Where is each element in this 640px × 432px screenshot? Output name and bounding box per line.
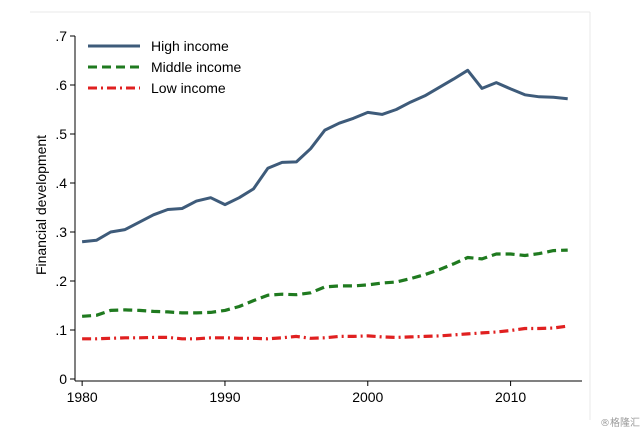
series-line-low-income (82, 324, 568, 341)
legend-label: Low income (151, 80, 226, 96)
y-axis-title: Financial development (33, 135, 49, 275)
x-tick-label: 1990 (209, 389, 240, 405)
y-tick-label: .3 (55, 224, 67, 240)
y-tick-label: .4 (55, 175, 67, 191)
x-tick-label: 2000 (352, 389, 383, 405)
x-tick-label: 1980 (67, 389, 98, 405)
legend-label: High income (151, 38, 229, 54)
series-layer (81, 68, 568, 341)
x-tick-label: 2010 (495, 389, 526, 405)
series-line-middle-income (81, 248, 568, 318)
y-tick-label: .7 (55, 28, 67, 44)
legend: High income Middle income Low income (88, 38, 241, 96)
series-line-high-income (81, 68, 568, 244)
y-tick-label: .2 (55, 273, 67, 289)
watermark: ®格隆汇 (600, 416, 640, 429)
y-tick-label: 0 (59, 371, 67, 387)
y-tick-label: .1 (55, 322, 67, 338)
y-tick-label: .5 (55, 126, 67, 142)
legend-label: Middle income (151, 59, 241, 75)
y-tick-label: .6 (55, 77, 67, 93)
axes: 0 .1 .2 .3 .4 .5 .6 .7 1980 1990 2000 2010 (55, 28, 582, 405)
